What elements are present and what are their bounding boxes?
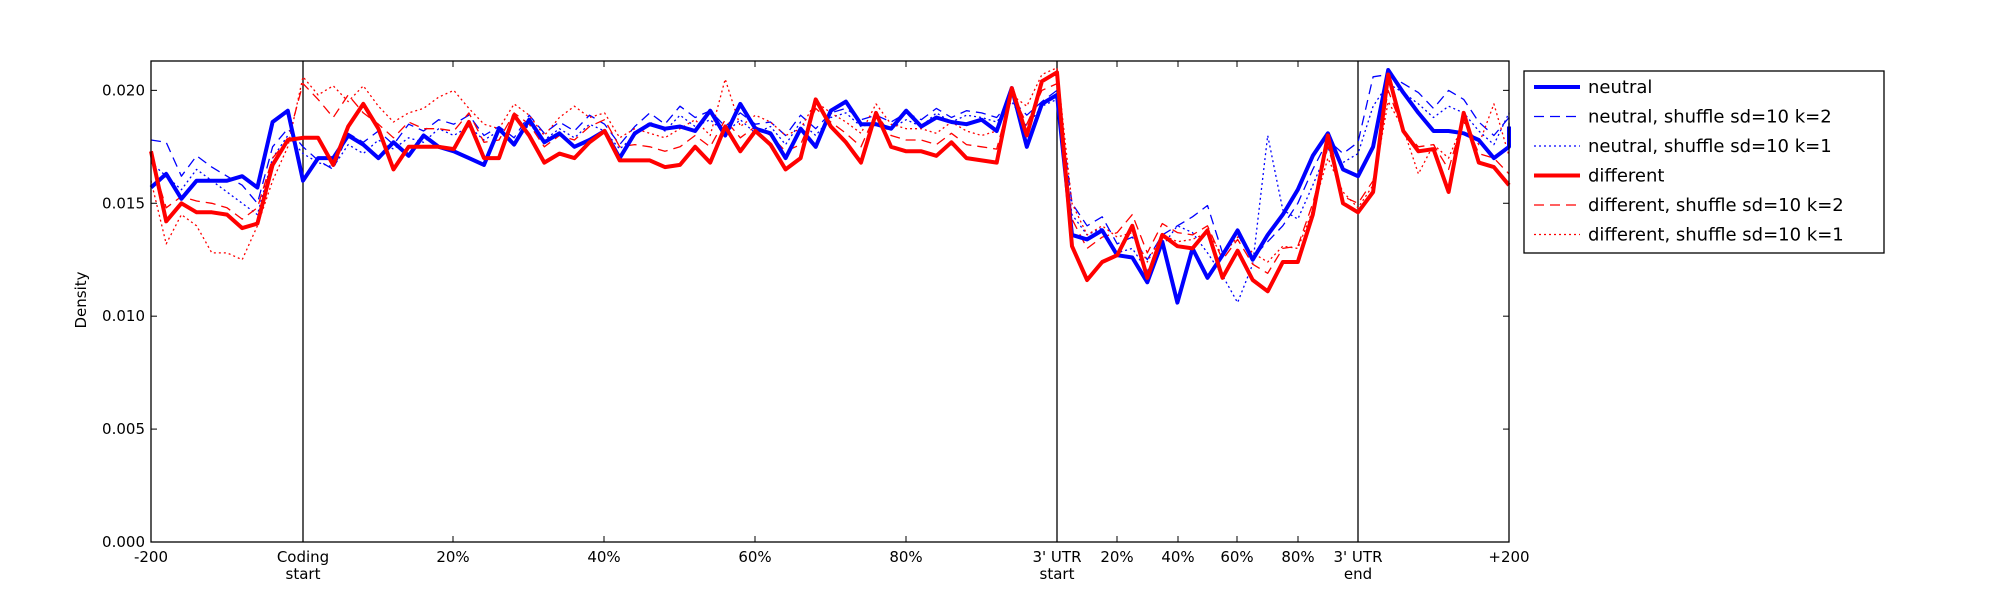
x-tick-label: 80% xyxy=(889,548,922,566)
legend-entry-label: neutral xyxy=(1588,77,1652,98)
y-tick-label: 0.005 xyxy=(102,420,145,438)
series-line-different xyxy=(149,70,1511,294)
legend-entry-label: different xyxy=(1588,166,1664,187)
plot-frame xyxy=(150,60,1510,543)
x-tick-label: Coding start xyxy=(277,548,329,583)
series-line-neutral-shuffle-sd-10-k-2 xyxy=(150,73,1510,261)
y-tick-label: 0.000 xyxy=(102,533,145,551)
x-tick-label: 60% xyxy=(738,548,771,566)
legend-entry-label: different, shuffle sd=10 k=2 xyxy=(1588,195,1844,216)
y-tick-label: 0.020 xyxy=(102,81,145,99)
x-tick-label: 80% xyxy=(1281,548,1314,566)
series-line-neutral xyxy=(149,68,1511,305)
x-tick-label: -200 xyxy=(134,548,168,566)
y-axis-label: Density xyxy=(72,271,90,328)
x-tick-label: 20% xyxy=(1100,548,1133,566)
x-tick-label: +200 xyxy=(1488,548,1529,566)
legend-entry-label: neutral, shuffle sd=10 k=1 xyxy=(1588,136,1832,157)
legend-entry-label: neutral, shuffle sd=10 k=2 xyxy=(1588,107,1832,128)
x-tick-label: 3' UTR start xyxy=(1033,548,1082,583)
x-tick-label: 3' UTR end xyxy=(1334,548,1383,583)
legend-entry-label: different, shuffle sd=10 k=1 xyxy=(1588,225,1844,246)
x-tick-label: 40% xyxy=(1161,548,1194,566)
series-line-different-shuffle-sd-10-k-2 xyxy=(150,82,1510,274)
x-tick-label: 20% xyxy=(436,548,469,566)
plot-area: 0.000 0.005 0.010 0.015 0.020 -200 Coding start… xyxy=(102,60,1530,583)
legend-box xyxy=(1523,70,1885,254)
legend: neutral neutral, shuffle sd=10 k=2 neutral… xyxy=(1523,70,1885,254)
x-tick-label: 60% xyxy=(1220,548,1253,566)
y-tick-label: 0.010 xyxy=(102,307,145,325)
x-tick-label: 40% xyxy=(587,548,620,566)
y-tick-label: 0.015 xyxy=(102,194,145,212)
series-line-neutral-shuffle-sd-10-k-1 xyxy=(150,82,1510,304)
